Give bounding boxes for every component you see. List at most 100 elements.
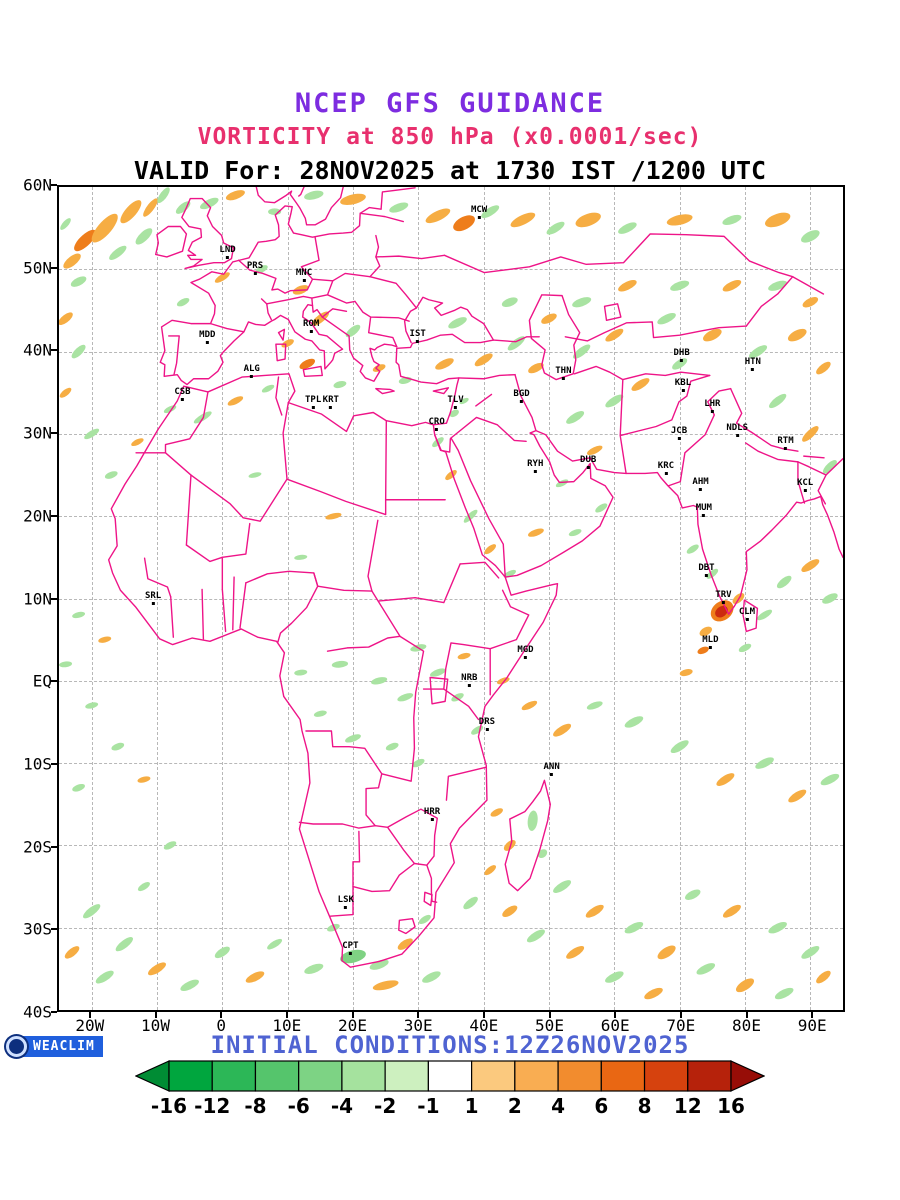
vorticity-shade-blob [70,276,87,287]
vorticity-shade-blob [526,929,545,943]
station-label-rom: ROM [303,320,319,334]
vorticity-shade-blob [684,889,701,901]
vorticity-shade-blob [137,881,150,892]
vorticity-shade-blob [575,212,601,228]
vorticity-shade-blob [644,987,663,1000]
coastline-border-path [451,417,526,441]
vorticity-shade-blob [788,789,807,803]
vorticity-shade-blob [64,946,80,959]
coastline-border-path [476,394,492,406]
coastline-border-path [399,919,415,934]
colorbar-tick-label: -6 [287,1094,310,1118]
vorticity-shade-blob [135,228,153,245]
station-marker [523,655,527,659]
station-label-mdd: MDD [199,331,215,345]
coastline-border-path [372,591,424,748]
coastline-border-path [493,337,539,342]
lat-axis-tick [51,349,57,352]
vorticity-shade-blob [585,904,604,918]
station-label-drs: DRS [479,718,495,731]
vorticity-shade-blob [371,677,388,685]
colorbar-tick-label: -16 [150,1094,188,1118]
coastline-border-path [427,865,437,902]
vorticity-shade-blob [245,971,265,983]
vorticity-shade-blob [618,222,637,234]
vorticity-shade-blob [605,394,624,408]
vorticity-shade-blob [214,946,230,959]
coastline-and-shading-svg [59,187,843,1000]
vorticity-shade-blob [706,568,719,579]
lon-axis-label: 30E [403,1016,433,1035]
coastline-border-path [669,389,731,486]
coastline-border-path [376,389,394,394]
colorbar-tick-label: 16 [717,1094,745,1118]
vorticity-shade-blob [696,963,716,975]
vorticity-shade-blob [716,773,735,786]
station-label-krt: KRT [323,396,339,410]
station-labels-layer: MCW LND PRS MNC ROM IST MDD DHB HTN THN ALG KBL CSB B… [59,187,843,1010]
vorticity-shade-blob [435,358,454,370]
station-marker [302,279,306,283]
station-label-rtm: RTM [777,436,794,450]
vorticity-shade-blob [59,387,72,398]
lon-axis-tick [679,1012,682,1018]
vorticity-shade-blob [566,945,585,959]
coastline-border-path [279,329,285,340]
vorticity-shade-blob [372,364,386,372]
station-marker [699,487,703,491]
vorticity-shade-blob [104,471,118,479]
vorticity-shade-blob [541,313,557,324]
lon-axis-tick [417,1012,420,1018]
coastline-border-path [529,295,579,380]
lat-axis-label: 20N [23,506,52,526]
vorticity-shade-blob [801,945,820,959]
station-label-csb: CSB [174,387,191,401]
vorticity-shade-blob [157,187,170,204]
station-marker [680,359,684,363]
station-marker [677,437,681,441]
vorticity-shade-blob [340,949,366,964]
vorticity-shade-blob [199,197,219,210]
coastline-border-path [620,375,710,435]
vorticity-shade-blob [595,503,608,513]
station-label-lsk: LSK [338,895,354,909]
vorticity-shade-blob [537,849,548,859]
station-marker [348,951,352,955]
coastline-border-path [328,295,355,303]
coastline-border-path [272,279,313,293]
vorticity-shade-blob [176,298,190,307]
coastline-border-path [303,366,322,376]
colorbar-tick-label: 1 [464,1094,479,1118]
vorticity-shade-blob [453,215,475,232]
station-label-kcl: KCL [797,478,813,492]
vorticity-shade-blob [430,668,446,677]
station-label-mgd: MGD [517,645,534,659]
vorticity-shade-blob [72,611,86,619]
vorticity-shade-blob [345,734,361,743]
vorticity-shade-blob [755,757,774,769]
station-marker [702,514,706,518]
grid-line-lat [59,763,843,765]
vorticity-shade-blob [555,479,569,488]
station-marker [430,817,434,821]
station-marker [803,488,807,492]
lat-axis-label: 30S [23,919,52,939]
grid-line-lat [59,516,843,518]
colorbar-tick-label: 4 [551,1094,566,1118]
valid-time-line: VALID For: 28NOV2025 at 1730 IST /1200 U… [133,156,767,185]
colorbar-segment [687,1060,732,1092]
colorbar-segment [557,1060,602,1092]
station-marker [329,406,333,410]
station-label-dbt: DBT [698,564,715,578]
vorticity-shade-blob [111,742,125,751]
station-label-mnc: MNC [296,269,312,283]
station-label-jcb: JCB [671,427,687,441]
vorticity-shade-blob [546,221,565,235]
lat-axis-tick [51,432,57,435]
vorticity-shade-blob [385,742,399,751]
lon-axis-label: 50E [535,1016,564,1035]
lon-axis-label: 90E [797,1016,827,1035]
lat-axis-label: 20S [23,837,52,857]
vorticity-shade-blob [703,328,722,342]
